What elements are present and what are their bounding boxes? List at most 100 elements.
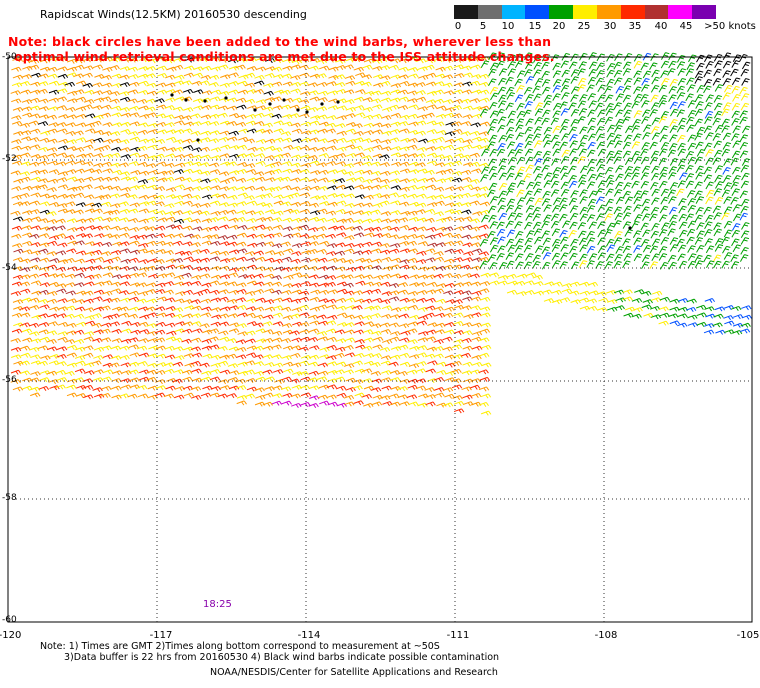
wind-barb [84, 281, 95, 287]
wind-barb [273, 194, 284, 200]
wind-barb [298, 64, 310, 70]
wind-barb [426, 281, 438, 287]
wind-barb [13, 248, 24, 254]
wind-barb [417, 290, 428, 296]
wind-barb [227, 257, 238, 263]
wind-barb [363, 337, 374, 343]
wind-barb [371, 258, 383, 264]
wind-barb [408, 226, 419, 232]
wind-barb [713, 53, 723, 62]
wind-barb [139, 329, 150, 335]
wind-barb [272, 337, 283, 343]
wind-barb [613, 220, 622, 228]
wind-barb [263, 299, 275, 305]
wind-barb [83, 194, 95, 200]
wind-barb [192, 226, 203, 232]
wind-barb [712, 117, 721, 126]
wind-barb [138, 338, 149, 344]
wind-barb [317, 208, 328, 214]
wind-barb [424, 387, 435, 393]
wind-barb [371, 353, 382, 359]
wind-barb [380, 281, 391, 287]
wind-barb [130, 170, 141, 176]
wind-barb [570, 190, 579, 198]
wind-barb [255, 160, 266, 166]
wind-barb [694, 237, 704, 245]
wind-barb [354, 339, 365, 345]
wind-barb [272, 321, 284, 327]
wind-barb [615, 118, 624, 127]
wind-barb [73, 313, 85, 319]
wind-barb [344, 401, 355, 407]
wind-barb [552, 70, 562, 78]
wind-barb [137, 361, 148, 367]
wind-barb [380, 80, 391, 86]
wind-barb [407, 304, 419, 310]
wind-barb [516, 166, 526, 175]
wind-barb [334, 178, 346, 184]
wind-barb [497, 275, 509, 281]
wind-barb [363, 194, 374, 200]
wind-barb [515, 238, 524, 247]
wind-barb [668, 196, 677, 204]
wind-barb [649, 305, 661, 311]
wind-barb [496, 108, 505, 117]
wind-barb [705, 214, 714, 223]
wind-barb [20, 352, 31, 358]
wind-barb [40, 355, 51, 361]
wind-barb [650, 102, 660, 110]
wind-barb [415, 130, 426, 136]
wind-barb [472, 144, 483, 150]
wind-barb [49, 258, 60, 264]
wind-barb [218, 321, 230, 327]
wind-barb [120, 297, 131, 303]
wind-barb [111, 328, 122, 334]
wind-barb [389, 336, 400, 342]
wind-barb [101, 280, 113, 286]
wind-barb [532, 254, 541, 263]
wind-barb [642, 213, 651, 222]
wind-barb [236, 400, 247, 406]
wind-barb [436, 361, 447, 367]
wind-barb [353, 400, 364, 406]
wind-barb [164, 105, 175, 111]
wind-barb [361, 81, 372, 87]
wind-barb [399, 401, 410, 407]
wind-barb [451, 273, 462, 279]
wind-barb [444, 322, 455, 328]
wind-barb [696, 126, 706, 135]
wind-barb [434, 392, 445, 398]
wind-barb [30, 176, 42, 182]
wind-barb [228, 217, 239, 223]
wind-barb [164, 368, 175, 374]
wind-barb [561, 69, 570, 78]
wind-barb [354, 298, 365, 304]
wind-barb [390, 185, 402, 191]
wind-barb [190, 346, 202, 352]
wind-barb [182, 88, 194, 94]
wind-barb [489, 86, 499, 95]
wind-barb [623, 109, 632, 118]
wind-barb [462, 257, 474, 263]
wind-barb [649, 141, 658, 150]
wind-barb [173, 57, 184, 63]
wind-barb [201, 376, 212, 382]
wind-barb [703, 85, 712, 94]
wind-barb [120, 258, 131, 264]
wind-barb [660, 125, 669, 134]
wind-barb [344, 297, 356, 303]
wind-barb [380, 123, 392, 129]
wind-barb [659, 134, 668, 143]
wind-barb [235, 339, 247, 345]
wind-barb [335, 153, 347, 159]
wind-barb [262, 129, 273, 135]
wind-barb [139, 352, 150, 358]
wind-barb [723, 196, 732, 205]
wind-barb [434, 81, 445, 87]
wind-barb [595, 196, 605, 205]
wind-barb [712, 157, 721, 166]
wind-barb [64, 339, 76, 345]
wind-barb [100, 337, 112, 343]
wind-barb [406, 394, 418, 400]
wind-barb [318, 153, 330, 158]
